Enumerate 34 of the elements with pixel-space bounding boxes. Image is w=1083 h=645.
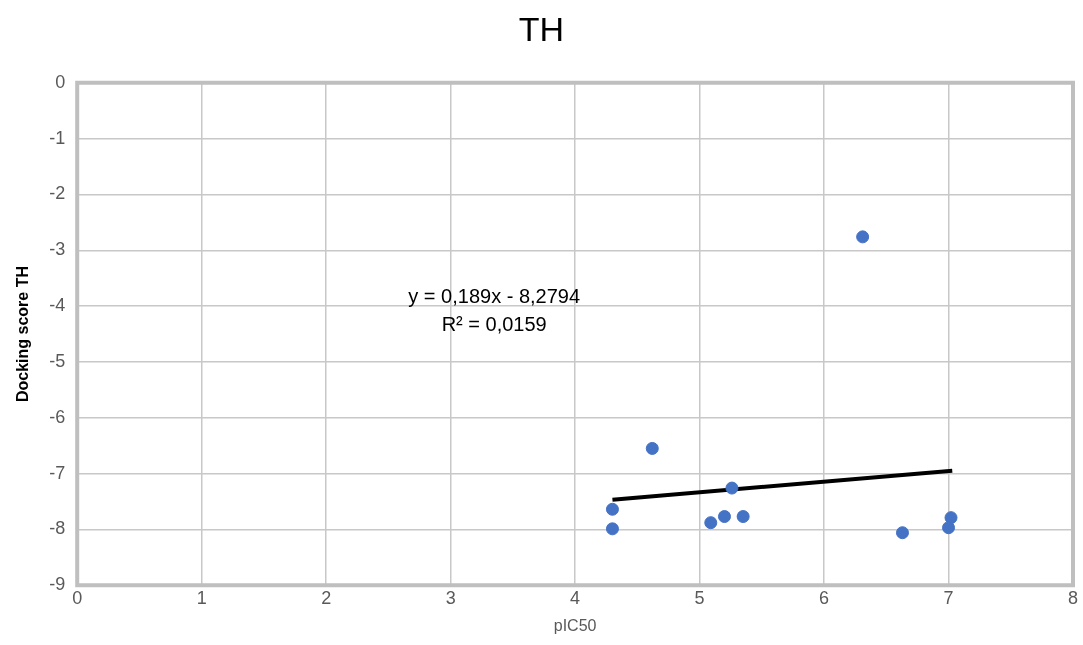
x-tick-label: 2 <box>321 587 332 608</box>
x-tick-label: 1 <box>196 587 207 608</box>
point <box>895 526 909 540</box>
y-tick-label: 0 <box>55 71 66 92</box>
y-tick-label: -7 <box>49 462 66 483</box>
y-tick-label: -3 <box>49 239 66 260</box>
y-tick-label: -4 <box>49 295 66 316</box>
y-tick-label: -1 <box>49 127 66 148</box>
y-tick-label: -8 <box>49 518 66 539</box>
annotation: y = 0,189x - 8,2794 <box>408 285 581 308</box>
point <box>605 522 619 536</box>
point <box>645 441 659 455</box>
x-axis-title: pIC50 <box>553 616 597 634</box>
annotation: R² = 0,0159 <box>441 313 547 336</box>
x-tick-label: 0 <box>72 587 83 608</box>
y-tick-label: -9 <box>49 574 66 595</box>
x-tick-label: 6 <box>819 587 830 608</box>
x-tick-label: 5 <box>694 587 705 608</box>
y-axis-title: Docking score TH <box>14 265 32 403</box>
point <box>856 230 870 244</box>
point <box>736 510 750 524</box>
point <box>942 521 956 535</box>
x-tick-label: 4 <box>570 587 581 608</box>
point <box>704 516 718 530</box>
y-tick-label: -2 <box>49 183 66 204</box>
point <box>725 481 739 495</box>
y-tick-label: -6 <box>49 406 66 427</box>
x-tick-label: 7 <box>943 587 954 608</box>
x-tick-label: 3 <box>445 587 456 608</box>
point <box>717 510 731 524</box>
y-tick-label: -5 <box>49 350 66 371</box>
x-tick-label: 8 <box>1067 587 1079 608</box>
chart-title: TH <box>517 10 566 49</box>
point <box>605 502 619 516</box>
